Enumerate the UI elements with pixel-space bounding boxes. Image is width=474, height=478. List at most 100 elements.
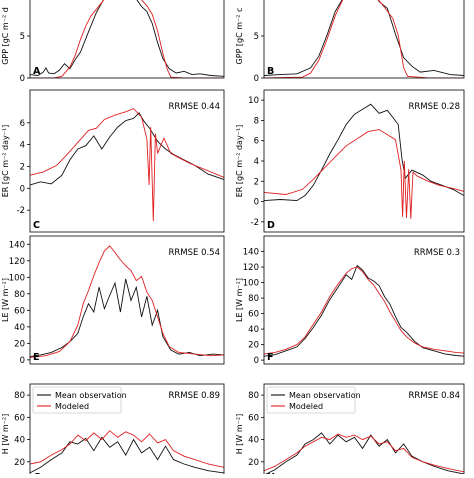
y-tick-label: 2 [20,162,25,172]
legend-entry: Mean observation [55,391,127,400]
y-axis-label: LE [W m⁻²] [1,278,10,322]
panel-label: B [267,66,274,77]
y-tick-label: 100 [9,273,25,283]
y-axis-label: ER [gC m⁻² day⁻¹] [1,125,10,198]
y-tick-label: 0 [254,198,259,208]
y-tick-label: 20 [248,458,259,468]
y-tick-label: 5 [20,32,25,42]
panel-b: 0510GPP [gC m⁻² cB [235,0,465,84]
axes-frame [263,0,465,79]
rrmse-label: RRMSE 0.44 [168,102,220,112]
y-axis-label: GPP [gC m⁻² c [235,8,244,65]
series-line-observed [264,103,464,202]
rrmse-label: RRMSE 0.28 [408,102,460,112]
y-tick-label: 40 [14,436,25,446]
series-line-observed [30,436,224,474]
y-tick-label: 100 [243,279,259,289]
y-tick-label: 6 [20,119,25,129]
panel-label: F [267,352,274,363]
legend: Mean observation Modeled [266,386,361,414]
axes-frame [263,383,465,478]
legend-entry: Modeled [289,402,323,411]
panel-label: A [33,66,41,77]
y-tick-label: 60 [14,306,25,316]
y-tick-label: 80 [14,290,25,300]
rrmse-label: RRMSE 0.3 [414,248,460,258]
series-line-observed [264,264,464,357]
y-tick-label: -2 [17,206,25,216]
rrmse-label: RRMSE 0.54 [168,248,220,258]
axes-frame [29,383,225,478]
y-axis-label: ER [gC m⁻² day⁻¹] [235,125,244,198]
axes-frame [29,89,225,233]
y-tick-label: 120 [9,257,25,267]
y-tick-label: -2 [251,218,259,228]
y-tick-label: 0 [20,74,25,84]
series-line-observed [264,0,464,76]
series-line-modeled [264,433,464,473]
panel-label: D [267,220,275,231]
series-line-modeled [30,430,224,468]
y-tick-label: 0 [254,74,259,84]
rrmse-label: RRMSE 0.84 [408,391,460,401]
axes-frame [263,235,465,365]
y-tick-label: 40 [14,323,25,333]
y-tick-label: 140 [9,240,25,250]
panel-d: -2 0 2 4 6 8 10 ER [gC m⁻² day⁻¹] D RRMSE 0.28 [235,89,465,233]
rrmse-label: RRMSE 0.89 [168,391,220,401]
series-line-observed [30,112,224,186]
legend-entry: Modeled [55,402,89,411]
y-tick-label: 8 [254,116,259,126]
axes-frame [29,0,225,79]
y-tick-label: 40 [248,436,259,446]
panel-label: E [33,352,40,363]
y-axis-label: H [W m⁻²] [1,414,10,454]
y-tick-label: 80 [248,391,259,401]
panel-c: -2 0 2 4 6 ER [gC m⁻² day⁻¹] C RRMSE 0.44 [1,89,225,233]
panel-a: 0510GPP [gC m⁻² dA [1,0,225,84]
legend-entry: Mean observation [289,391,361,400]
y-tick-label: 0 [254,356,259,366]
y-tick-label: 80 [14,391,25,401]
y-tick-label: 0 [20,356,25,366]
series-line-observed [30,0,224,77]
panel-f: 0 20 40 60 80 100 120 140 LE [W m⁻²] F RRMSE 0.3 [235,235,465,366]
y-tick-label: 40 [248,325,259,335]
series-line-modeled [264,129,464,219]
series-line-modeled [264,0,464,78]
y-axis-label: LE [W m⁻²] [235,278,244,322]
y-tick-label: 60 [14,413,25,423]
series-line-modeled [30,108,224,222]
legend: Mean observation Modeled [32,386,127,414]
series-line-observed [30,278,224,358]
y-axis-label: GPP [gC m⁻² d [1,7,10,65]
y-tick-label: 80 [248,294,259,304]
axes-frame [29,235,225,365]
legend-box [266,386,356,414]
y-tick-label: 5 [254,32,259,42]
y-tick-label: 60 [248,413,259,423]
y-tick-label: 4 [254,157,259,167]
y-tick-label: 20 [14,458,25,468]
series-line-modeled [30,245,224,358]
series-line-modeled [264,266,464,355]
series-line-modeled [30,0,224,78]
y-tick-label: 60 [248,310,259,320]
y-tick-label: 4 [20,141,25,151]
y-tick-label: 6 [254,137,259,147]
y-tick-label: 20 [248,341,259,351]
legend-box [32,386,122,414]
y-tick-label: 10 [248,96,259,106]
panel-e: 0 20 40 60 80 100 120 140 LE [W m⁻²] E RRMSE 0.54 [1,235,225,366]
y-tick-label: 140 [243,248,259,258]
y-axis-label: H [W m⁻²] [235,414,244,454]
y-tick-label: 2 [254,177,259,187]
y-tick-label: 20 [14,339,25,349]
y-tick-label: 0 [20,184,25,194]
panel-label: C [33,220,40,231]
y-tick-label: 120 [243,263,259,273]
